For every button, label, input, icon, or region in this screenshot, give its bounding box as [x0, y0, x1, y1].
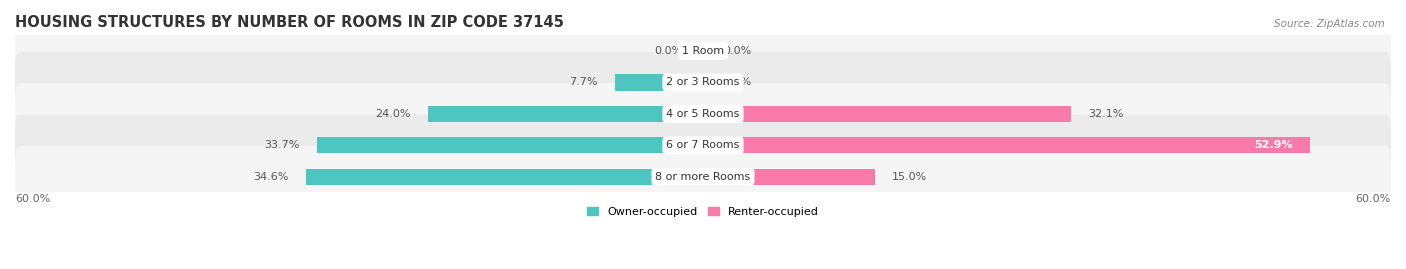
- Bar: [427, 106, 703, 122]
- Text: 60.0%: 60.0%: [1355, 194, 1391, 204]
- Text: 1 Room: 1 Room: [682, 46, 724, 56]
- FancyBboxPatch shape: [15, 83, 1391, 145]
- Text: 52.9%: 52.9%: [1254, 140, 1292, 150]
- Text: 24.0%: 24.0%: [375, 109, 411, 119]
- Bar: [614, 74, 703, 91]
- Text: 0.0%: 0.0%: [724, 77, 752, 87]
- Text: 32.1%: 32.1%: [1088, 109, 1123, 119]
- Bar: [316, 137, 703, 154]
- Text: 60.0%: 60.0%: [15, 194, 51, 204]
- Text: HOUSING STRUCTURES BY NUMBER OF ROOMS IN ZIP CODE 37145: HOUSING STRUCTURES BY NUMBER OF ROOMS IN…: [15, 15, 564, 30]
- Legend: Owner-occupied, Renter-occupied: Owner-occupied, Renter-occupied: [582, 203, 824, 221]
- Bar: [703, 43, 706, 59]
- Bar: [307, 169, 703, 185]
- Bar: [700, 43, 703, 59]
- Text: Source: ZipAtlas.com: Source: ZipAtlas.com: [1274, 19, 1385, 29]
- Text: 7.7%: 7.7%: [569, 77, 598, 87]
- Bar: [703, 74, 706, 91]
- FancyBboxPatch shape: [15, 115, 1391, 176]
- FancyBboxPatch shape: [15, 20, 1391, 82]
- Bar: [703, 169, 875, 185]
- Text: 2 or 3 Rooms: 2 or 3 Rooms: [666, 77, 740, 87]
- Text: 6 or 7 Rooms: 6 or 7 Rooms: [666, 140, 740, 150]
- FancyBboxPatch shape: [15, 52, 1391, 113]
- Text: 8 or more Rooms: 8 or more Rooms: [655, 172, 751, 182]
- Text: 34.6%: 34.6%: [253, 172, 290, 182]
- Bar: [703, 106, 1071, 122]
- FancyBboxPatch shape: [15, 146, 1391, 208]
- Text: 0.0%: 0.0%: [724, 46, 752, 56]
- Text: 4 or 5 Rooms: 4 or 5 Rooms: [666, 109, 740, 119]
- Text: 33.7%: 33.7%: [264, 140, 299, 150]
- Bar: [703, 137, 1309, 154]
- Text: 15.0%: 15.0%: [893, 172, 928, 182]
- Text: 0.0%: 0.0%: [654, 46, 682, 56]
